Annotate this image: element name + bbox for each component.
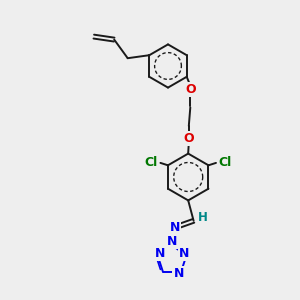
Text: O: O (185, 83, 196, 96)
Text: N: N (170, 221, 180, 234)
Text: N: N (167, 235, 177, 248)
Text: Cl: Cl (145, 156, 158, 170)
Text: N: N (154, 247, 165, 260)
Text: O: O (184, 132, 194, 145)
Text: Cl: Cl (218, 156, 232, 170)
Text: N: N (179, 247, 190, 260)
Text: N: N (174, 267, 184, 280)
Text: H: H (198, 211, 208, 224)
